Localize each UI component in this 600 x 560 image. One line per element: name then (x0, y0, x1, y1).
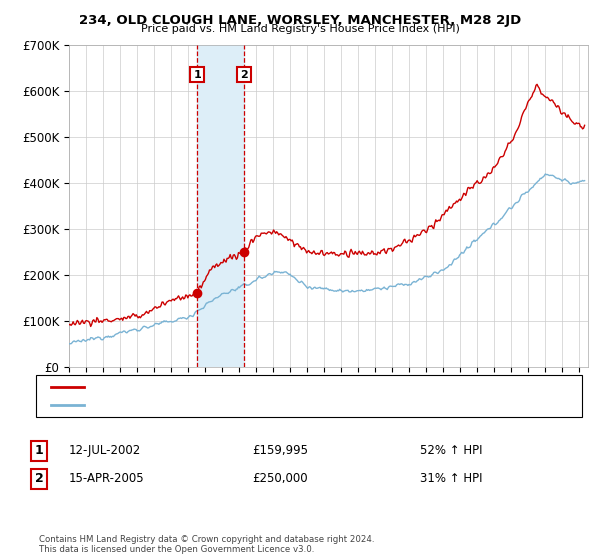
Text: 15-APR-2005: 15-APR-2005 (69, 472, 145, 486)
Text: 12-JUL-2002: 12-JUL-2002 (69, 444, 141, 458)
Text: £159,995: £159,995 (252, 444, 308, 458)
Text: 52% ↑ HPI: 52% ↑ HPI (420, 444, 482, 458)
Text: Contains HM Land Registry data © Crown copyright and database right 2024.
This d: Contains HM Land Registry data © Crown c… (39, 535, 374, 554)
Text: 2: 2 (35, 472, 43, 486)
Text: Price paid vs. HM Land Registry's House Price Index (HPI): Price paid vs. HM Land Registry's House … (140, 24, 460, 34)
Text: HPI: Average price, detached house, Salford: HPI: Average price, detached house, Salf… (90, 400, 320, 410)
Text: £250,000: £250,000 (252, 472, 308, 486)
Text: 234, OLD CLOUGH LANE, WORSLEY, MANCHESTER, M28 2JD (detached house): 234, OLD CLOUGH LANE, WORSLEY, MANCHESTE… (90, 382, 497, 392)
Text: 234, OLD CLOUGH LANE, WORSLEY, MANCHESTER, M28 2JD: 234, OLD CLOUGH LANE, WORSLEY, MANCHESTE… (79, 14, 521, 27)
Text: 2: 2 (240, 69, 248, 80)
Text: 1: 1 (193, 69, 201, 80)
Bar (197, 45, 244, 367)
Text: 1: 1 (35, 444, 43, 458)
Text: 31% ↑ HPI: 31% ↑ HPI (420, 472, 482, 486)
